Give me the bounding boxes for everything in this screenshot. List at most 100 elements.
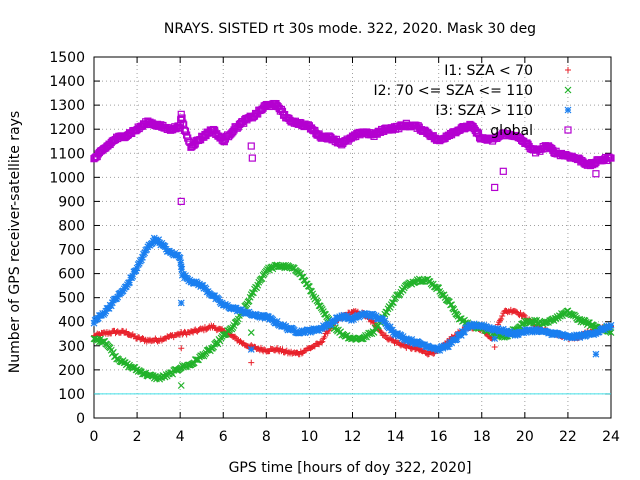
x-tick-label: 6 <box>219 429 228 445</box>
data-point <box>279 346 286 353</box>
outlier-point <box>491 335 499 343</box>
x-tick-label: 8 <box>262 429 271 445</box>
x-axis-label: GPS time [hours of doy 322, 2020] <box>229 460 472 476</box>
data-point <box>494 324 502 332</box>
data-point <box>591 323 599 331</box>
legend-label: global <box>490 123 533 139</box>
data-point <box>502 329 509 337</box>
data-point <box>321 333 328 340</box>
data-point <box>402 335 410 343</box>
data-point <box>155 236 163 244</box>
data-point <box>439 344 447 352</box>
chart-title: NRAYS. SISTED rt 30s mode. 322, 2020. Ma… <box>164 21 536 37</box>
data-point <box>510 330 518 337</box>
outlier-point <box>247 345 255 353</box>
data-point <box>132 267 140 274</box>
data-point <box>139 253 146 261</box>
y-tick-label: 0 <box>76 411 85 427</box>
data-point <box>398 335 406 342</box>
data-point <box>511 332 519 339</box>
data-point <box>319 338 326 345</box>
series-1 <box>90 261 615 389</box>
legend-label: I3: SZA > 110 <box>435 103 533 119</box>
x-tick-label: 4 <box>176 429 185 445</box>
data-point <box>108 299 116 307</box>
data-point <box>606 323 614 331</box>
data-point <box>137 256 145 264</box>
data-point <box>505 330 513 338</box>
data-point <box>430 350 437 357</box>
data-point <box>273 317 281 325</box>
data-point <box>180 126 189 134</box>
data-point <box>588 321 596 329</box>
data-point <box>133 264 141 272</box>
data-point <box>318 339 325 346</box>
y-tick-label: 800 <box>58 218 85 234</box>
legend-label: I1: SZA < 70 <box>444 63 533 79</box>
legend-marker <box>565 67 571 73</box>
series-0 <box>91 306 614 366</box>
outlier-point <box>247 329 255 336</box>
data-point <box>135 259 143 267</box>
y-tick-label: 300 <box>58 339 85 355</box>
data-point <box>141 249 149 257</box>
plot-frame <box>93 56 612 419</box>
data-point <box>331 318 339 325</box>
data-point <box>607 329 615 336</box>
axes: 0100200300400500600700800900100011001200… <box>49 50 620 445</box>
data-point <box>178 265 186 273</box>
data-point <box>397 332 405 339</box>
outlier-point <box>177 299 185 307</box>
y-tick-label: 1200 <box>49 122 85 138</box>
data-point <box>179 270 187 278</box>
data-point <box>424 351 431 358</box>
x-tick-label: 18 <box>473 429 491 445</box>
data-point <box>177 259 185 267</box>
data-point <box>499 325 507 333</box>
outlier-point <box>247 142 255 150</box>
outlier-point <box>499 167 507 175</box>
grid <box>94 57 611 418</box>
outlier-point <box>248 359 255 366</box>
data-point <box>182 272 189 280</box>
data-point <box>399 333 407 340</box>
data-point <box>388 298 396 306</box>
outlier-point <box>177 197 185 205</box>
outlier-point <box>178 345 185 352</box>
data-point <box>176 254 184 262</box>
data-point <box>499 312 506 319</box>
y-tick-label: 700 <box>58 243 85 259</box>
data-point <box>184 275 192 283</box>
legend: I1: SZA < 70 I2: 70 <= SZA <= 110 I3: SZA … <box>373 63 572 139</box>
data-point <box>394 330 402 338</box>
data-point <box>528 328 536 336</box>
data-point <box>435 344 443 352</box>
y-tick-label: 200 <box>58 363 85 379</box>
y-tick-label: 500 <box>58 291 85 307</box>
y-tick-label: 1100 <box>49 146 85 162</box>
data-point <box>453 335 461 343</box>
data-point <box>521 312 528 319</box>
data-point <box>605 153 613 161</box>
data-point <box>531 327 538 335</box>
y-tick-label: 1300 <box>49 98 85 114</box>
x-tick-label: 14 <box>387 429 405 445</box>
data-point <box>497 317 504 324</box>
data-point <box>233 317 241 325</box>
series-3 <box>90 99 615 205</box>
x-tick-label: 22 <box>559 429 577 445</box>
x-tick-label: 10 <box>301 429 319 445</box>
outlier-point <box>592 350 600 358</box>
outlier-point <box>491 344 498 351</box>
x-tick-label: 16 <box>430 429 448 445</box>
data-point <box>215 296 223 304</box>
data-point <box>177 110 185 118</box>
data-point <box>337 314 345 322</box>
outlier-point <box>177 382 185 389</box>
data-point <box>245 297 253 305</box>
legend-marker <box>564 86 572 94</box>
data-point <box>469 322 477 330</box>
outlier-point <box>491 183 499 192</box>
data-point <box>178 114 186 122</box>
